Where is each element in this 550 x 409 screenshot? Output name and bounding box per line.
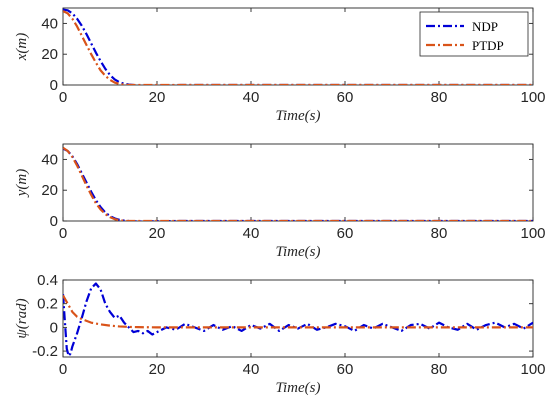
y-axis-label: y(m): [14, 169, 30, 198]
y-axis-label: ψ(rad): [14, 298, 30, 338]
x-tick-label: 0: [59, 225, 67, 242]
x-axis-label: Time(s): [276, 380, 321, 396]
x-tick-label: 0: [59, 361, 67, 378]
y-tick-label: 0.2: [37, 296, 58, 313]
series-line-ndp: [63, 8, 533, 85]
y-tick-label: 0: [50, 213, 58, 230]
x-tick-label: 100: [520, 225, 545, 242]
x-tick-label: 20: [149, 89, 166, 106]
x-tick-label: 0: [59, 89, 67, 106]
x-tick-label: 20: [149, 361, 166, 378]
x-tick-label: 100: [520, 89, 545, 106]
series-line-ndp: [63, 147, 533, 221]
y-tick-label: -0.2: [32, 343, 58, 360]
y-tick-label: 40: [41, 151, 58, 168]
x-tick-label: 40: [243, 89, 260, 106]
series-line-ptdp: [63, 10, 533, 85]
x-tick-label: 80: [431, 361, 448, 378]
x-tick-label: 80: [431, 225, 448, 242]
x-tick-label: 60: [337, 225, 354, 242]
legend: NDP PTDP: [419, 11, 529, 57]
y-tick-label: 40: [41, 15, 58, 32]
x-axis-label: Time(s): [276, 244, 321, 260]
series-line-ptdp: [63, 294, 533, 329]
series-line-ndp: [63, 282, 533, 357]
panel-y-position: 0 20 40 60 80 100 0 20 40 Time(s) y(m): [14, 143, 546, 260]
y-axis-label: x(m): [14, 33, 30, 61]
y-tick-label: 0: [50, 319, 58, 336]
panel-x-position: 0 20 40 60 80 100 0 20 40 Time(s) x(m) NDP PTDP: [14, 7, 546, 124]
x-tick-label: 20: [149, 225, 166, 242]
x-tick-label: 40: [243, 225, 260, 242]
series-line-ptdp: [63, 146, 533, 221]
y-tick-label: 20: [41, 46, 58, 63]
x-tick-label: 60: [337, 361, 354, 378]
x-tick-label: 80: [431, 89, 448, 106]
y-tick-label: 0: [50, 77, 58, 94]
x-tick-label: 60: [337, 89, 354, 106]
axes-frame: [62, 143, 534, 222]
x-axis-label: Time(s): [276, 108, 321, 124]
y-tick-label: 0.4: [37, 272, 58, 289]
x-tick-label: 100: [520, 361, 545, 378]
x-tick-label: 40: [243, 361, 260, 378]
legend-label-ndp: NDP: [472, 19, 498, 34]
y-tick-label: 20: [41, 182, 58, 199]
axes-frame: [62, 279, 534, 358]
legend-label-ptdp: PTDP: [472, 38, 504, 53]
legend-box: [419, 11, 529, 57]
